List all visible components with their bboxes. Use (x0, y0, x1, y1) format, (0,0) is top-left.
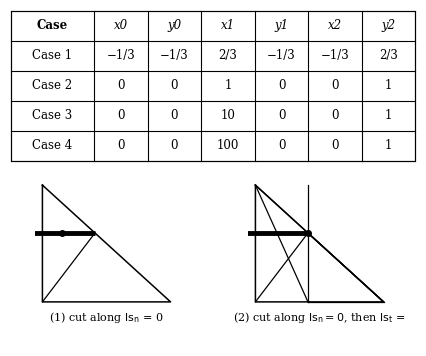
Text: x1: x1 (221, 20, 235, 32)
Text: 0: 0 (171, 139, 178, 152)
Text: Case 1: Case 1 (32, 49, 72, 62)
Text: −1/3: −1/3 (106, 49, 135, 62)
Text: −1/3: −1/3 (321, 49, 349, 62)
Text: 0: 0 (331, 139, 339, 152)
Text: 100: 100 (217, 139, 239, 152)
Text: 0: 0 (171, 109, 178, 122)
Text: −1/3: −1/3 (267, 49, 296, 62)
Text: Case 4: Case 4 (32, 139, 72, 152)
Text: y2: y2 (382, 20, 396, 32)
Text: 0: 0 (117, 109, 125, 122)
Text: 0: 0 (117, 79, 125, 92)
Text: 10: 10 (221, 109, 236, 122)
Text: (2) cut along $\mathrm{ls}_\mathrm{n}$$= 0$, then $\mathrm{ls}_\mathrm{t}$ =: (2) cut along $\mathrm{ls}_\mathrm{n}$$=… (233, 310, 406, 325)
Text: 0: 0 (331, 109, 339, 122)
Text: Case: Case (37, 20, 68, 32)
Text: 0: 0 (331, 79, 339, 92)
Text: 1: 1 (225, 79, 232, 92)
Text: x2: x2 (328, 20, 342, 32)
Text: 2/3: 2/3 (219, 49, 237, 62)
Text: 0: 0 (171, 79, 178, 92)
Text: 0: 0 (117, 139, 125, 152)
Text: Case 3: Case 3 (32, 109, 72, 122)
Text: 0: 0 (278, 139, 285, 152)
Text: (1) cut along $\mathrm{ls}_\mathrm{n}$ = 0: (1) cut along $\mathrm{ls}_\mathrm{n}$ =… (49, 310, 164, 325)
Text: 2/3: 2/3 (379, 49, 398, 62)
Text: Case 2: Case 2 (32, 79, 72, 92)
Text: x0: x0 (114, 20, 128, 32)
Text: −1/3: −1/3 (160, 49, 189, 62)
Text: y0: y0 (167, 20, 181, 32)
Text: 1: 1 (385, 139, 392, 152)
Text: 1: 1 (385, 109, 392, 122)
Text: y1: y1 (274, 20, 288, 32)
Text: 0: 0 (278, 79, 285, 92)
Text: 1: 1 (385, 79, 392, 92)
Text: 0: 0 (278, 109, 285, 122)
